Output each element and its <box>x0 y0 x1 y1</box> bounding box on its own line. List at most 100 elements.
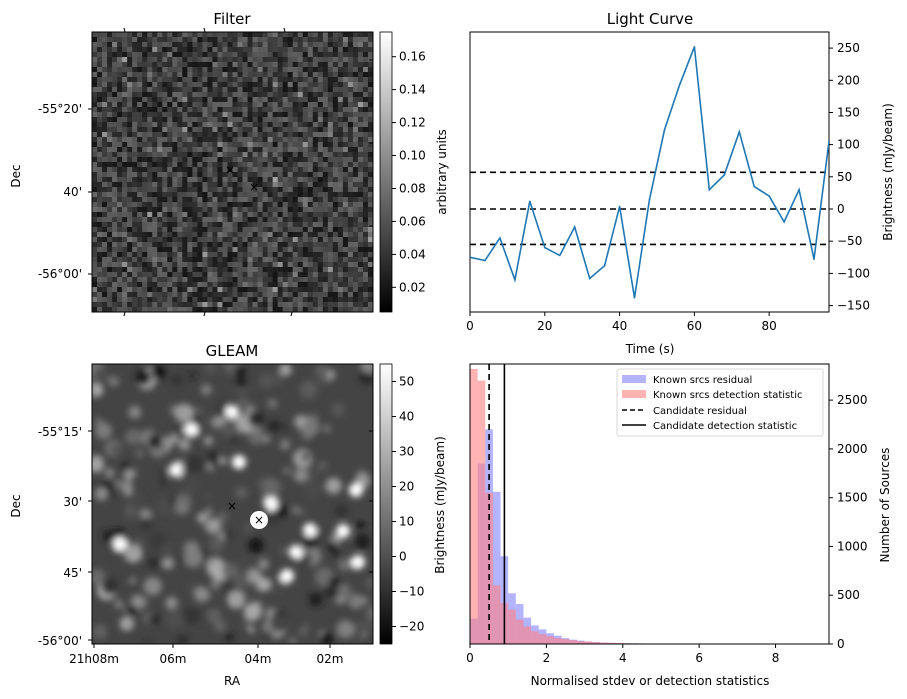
filter-pixel <box>237 72 243 78</box>
filter-pixel <box>352 242 359 248</box>
filter-pixel <box>92 127 98 133</box>
filter-pixel <box>277 267 283 273</box>
filter-pixel <box>117 287 123 293</box>
filter-pixel <box>192 37 198 43</box>
filter-pixel <box>147 207 153 213</box>
filter-pixel <box>307 182 314 188</box>
filter-pixel <box>222 182 228 188</box>
filter-pixel <box>257 207 263 213</box>
filter-pixel <box>147 197 153 203</box>
filter-pixel <box>342 47 349 53</box>
gleam-source-blob <box>250 511 268 529</box>
filter-pixel <box>117 307 123 313</box>
filter-pixel <box>277 117 283 123</box>
filter-pixel <box>202 187 208 193</box>
gleam-noise-blob <box>224 633 234 642</box>
filter-pixel <box>257 132 263 138</box>
filter-pixel <box>187 287 193 293</box>
filter-pixel <box>362 42 369 48</box>
filter-pixel <box>187 127 193 133</box>
filter-pixel <box>242 252 248 258</box>
filter-pixel <box>147 42 153 48</box>
filter-pixel <box>112 52 118 58</box>
filter-pixel <box>192 297 198 303</box>
filter-pixel <box>182 172 188 178</box>
filter-pixel <box>342 222 349 228</box>
filter-pixel <box>137 77 143 83</box>
filter-pixel <box>147 137 153 143</box>
filter-pixel <box>257 92 263 98</box>
filter-pixel <box>277 52 283 58</box>
filter-pixel <box>357 107 364 113</box>
filter-pixel <box>347 272 354 278</box>
filter-pixel <box>217 187 223 193</box>
filter-pixel <box>127 262 133 268</box>
filter-pixel <box>267 202 273 208</box>
filter-pixel <box>92 177 98 183</box>
filter-pixel <box>112 212 118 218</box>
filter-pixel <box>127 217 133 223</box>
filter-pixel <box>352 212 359 218</box>
filter-pixel <box>182 272 188 278</box>
filter-pixel <box>242 242 248 248</box>
filter-pixel <box>242 117 248 123</box>
filter-pixel <box>167 222 173 228</box>
filter-pixel <box>122 172 128 178</box>
filter-pixel <box>367 67 374 73</box>
filter-pixel <box>122 47 128 53</box>
filter-pixel <box>362 237 369 243</box>
gleam-noise-blob <box>148 531 167 550</box>
filter-pixel <box>302 92 309 98</box>
gleam-noise-blob <box>356 520 366 530</box>
filter-pixel <box>187 42 193 48</box>
filter-pixel <box>317 132 324 138</box>
filter-pixel <box>292 192 299 198</box>
filter-pixel <box>207 282 213 288</box>
filter-pixel <box>347 107 354 113</box>
filter-pixel <box>332 147 339 153</box>
filter-pixel <box>157 87 163 93</box>
filter-pixel <box>217 292 223 298</box>
gleam-source-blob <box>184 423 198 437</box>
filter-pixel <box>347 122 354 128</box>
filter-pixel <box>137 197 143 203</box>
filter-pixel <box>362 197 369 203</box>
filter-pixel <box>132 182 138 188</box>
gleam-noise-blob <box>329 576 340 588</box>
filter-pixel <box>302 272 309 278</box>
filter-pixel <box>247 112 253 118</box>
filter-pixel <box>137 52 143 58</box>
filter-pixel <box>177 222 183 228</box>
filter-pixel <box>97 132 103 138</box>
filter-pixel <box>282 232 288 238</box>
filter-pixel <box>362 232 369 238</box>
filter-pixel <box>347 212 354 218</box>
filter-pixel <box>257 52 263 58</box>
filter-pixel <box>332 212 339 218</box>
filter-pixel <box>112 217 118 223</box>
filter-pixel <box>257 57 263 63</box>
filter-pixel <box>152 122 158 128</box>
gleam-noise-blob <box>176 634 189 644</box>
filter-pixel <box>182 277 188 283</box>
filter-pixel <box>312 97 319 103</box>
filter-pixel <box>192 242 198 248</box>
filter-pixel <box>332 152 339 158</box>
light-curve-point <box>798 188 800 191</box>
gleam-noise-blob <box>302 533 319 549</box>
filter-pixel <box>157 57 163 63</box>
filter-pixel <box>217 192 223 198</box>
filter-pixel <box>132 207 138 213</box>
filter-pixel <box>182 227 188 233</box>
filter-pixel <box>102 112 108 118</box>
filter-pixel <box>192 52 198 58</box>
filter-pixel <box>92 182 98 188</box>
filter-pixel <box>127 237 133 243</box>
filter-pixel <box>127 177 133 183</box>
filter-pixel <box>117 132 123 138</box>
filter-pixel <box>207 252 213 258</box>
filter-pixel <box>277 212 283 218</box>
filter-pixel <box>327 192 334 198</box>
filter-pixel <box>137 262 143 268</box>
